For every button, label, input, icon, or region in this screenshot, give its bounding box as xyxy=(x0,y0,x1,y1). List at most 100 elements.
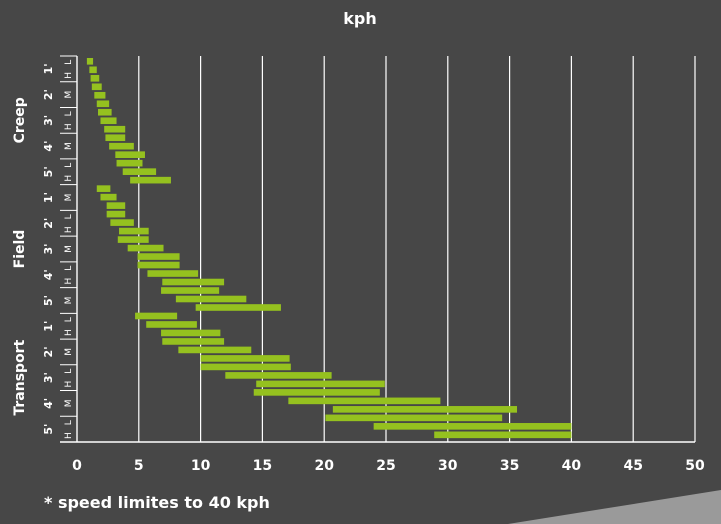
bar-transport xyxy=(162,338,225,345)
group-label: Field xyxy=(12,230,28,269)
range-marker: M xyxy=(64,194,74,202)
range-marker: H xyxy=(64,226,74,233)
bar-transport xyxy=(200,355,290,362)
bar-creep xyxy=(86,58,94,65)
gear-label: 4' xyxy=(42,398,55,409)
bar-field xyxy=(106,202,126,209)
gear-label: 3' xyxy=(42,115,55,126)
range-marker: L xyxy=(64,266,74,271)
range-marker: H xyxy=(64,175,74,182)
bar-transport xyxy=(332,406,518,413)
range-marker: L xyxy=(64,214,74,219)
gear-label: 2' xyxy=(42,89,55,100)
bar-transport xyxy=(325,414,503,422)
bar-transport xyxy=(161,329,221,337)
range-marker: L xyxy=(64,317,74,322)
gear-label: 1' xyxy=(42,192,55,203)
x-tick-label: 40 xyxy=(562,458,582,474)
bar-creep xyxy=(116,159,143,167)
bar-creep xyxy=(109,142,134,150)
range-marker: M xyxy=(64,245,74,253)
range-marker: H xyxy=(64,381,74,388)
bar-transport xyxy=(256,380,385,388)
bar-transport xyxy=(373,423,572,430)
label-layer: kph 0 5 10 15 20 25 30 35 40 45 50 Creep 1' L H 2' M 3' L H 4… xyxy=(12,9,705,474)
bar-creep xyxy=(130,176,171,184)
range-marker: M xyxy=(64,91,74,99)
x-tick-label: 25 xyxy=(376,458,395,474)
x-tick-label: 45 xyxy=(623,458,642,474)
bar-creep xyxy=(94,91,106,99)
bar-field xyxy=(106,210,126,218)
gear-label: 5' xyxy=(42,166,55,177)
bar-transport xyxy=(178,346,252,354)
bar-creep xyxy=(115,151,145,158)
group-label: Creep xyxy=(12,97,28,143)
range-marker: M xyxy=(64,348,74,356)
bar-transport xyxy=(253,389,380,396)
gear-label: 1' xyxy=(42,321,55,332)
range-marker: M xyxy=(64,142,74,150)
x-tick-label: 20 xyxy=(314,458,334,474)
bar-creep xyxy=(91,83,102,91)
x-tick-label: 35 xyxy=(500,458,519,474)
range-marker: L xyxy=(64,420,74,425)
bar-creep xyxy=(100,117,117,125)
bar-creep xyxy=(90,74,100,82)
x-tick-label: 50 xyxy=(685,458,705,474)
x-tick-label: 15 xyxy=(253,458,272,474)
bar-creep xyxy=(122,168,157,175)
range-marker: H xyxy=(64,329,74,336)
bar-field xyxy=(119,227,149,235)
gear-label: 5' xyxy=(42,295,55,306)
bar-field xyxy=(137,253,180,260)
bar-field xyxy=(117,236,149,243)
bar-creep xyxy=(89,66,97,74)
x-tick-label: 5 xyxy=(134,458,144,474)
bar-creep xyxy=(104,125,126,133)
gear-label: 2' xyxy=(42,346,55,357)
range-marker: L xyxy=(64,111,74,116)
grid-layer xyxy=(60,55,696,443)
bar-field xyxy=(161,287,220,294)
range-marker: L xyxy=(64,369,74,374)
gear-label: 3' xyxy=(42,372,55,383)
bar-field xyxy=(96,185,111,192)
x-tick-label: 30 xyxy=(438,458,458,474)
bar-transport xyxy=(146,321,197,328)
range-marker: M xyxy=(64,400,74,408)
range-marker: M xyxy=(64,297,74,305)
bar-field xyxy=(162,278,225,286)
gear-label: 1' xyxy=(42,63,55,74)
x-tick-label: 10 xyxy=(191,458,211,474)
bar-transport xyxy=(225,372,332,379)
gear-label: 4' xyxy=(42,141,55,152)
bar-field xyxy=(137,261,180,269)
group-label: Transport xyxy=(12,339,28,415)
gear-label: 2' xyxy=(42,218,55,229)
bar-field xyxy=(147,270,199,277)
gear-label: 4' xyxy=(42,269,55,280)
footnote: * speed limites to 40 kph xyxy=(44,493,270,512)
bar-transport xyxy=(200,363,291,371)
bar-field xyxy=(110,219,134,226)
bar-field xyxy=(100,193,117,201)
gear-label: 5' xyxy=(42,424,55,435)
bar-transport xyxy=(434,431,572,439)
gear-label: 3' xyxy=(42,243,55,254)
range-marker: H xyxy=(64,278,74,285)
bar-field xyxy=(127,244,164,252)
range-marker: L xyxy=(64,60,74,65)
bar-field xyxy=(195,304,281,311)
bar-creep xyxy=(96,100,110,108)
bar-creep xyxy=(105,134,126,142)
range-marker: L xyxy=(64,163,74,168)
bar-transport xyxy=(135,312,178,320)
bar-layer xyxy=(86,58,572,439)
bar-field xyxy=(175,295,247,303)
x-tick-label: 0 xyxy=(72,458,82,474)
chart-title: kph xyxy=(343,9,376,28)
range-marker: H xyxy=(64,432,74,439)
range-marker: H xyxy=(64,72,74,79)
